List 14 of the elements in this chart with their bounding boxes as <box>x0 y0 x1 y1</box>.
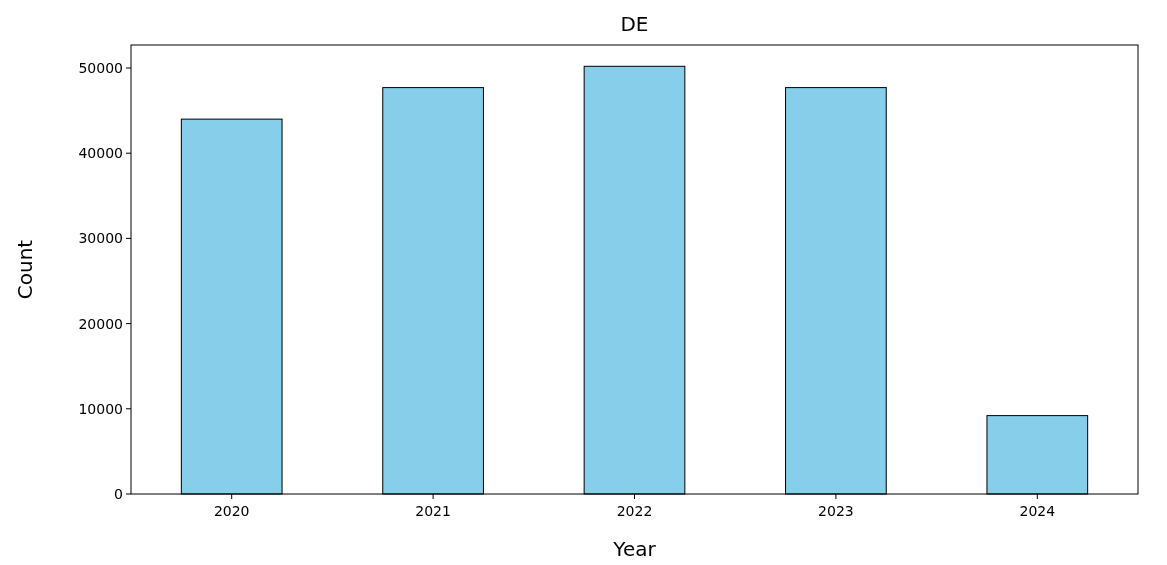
x-tick-label: 2023 <box>818 503 854 519</box>
y-tick-label: 40000 <box>78 145 123 162</box>
y-tick-label: 50000 <box>78 59 123 76</box>
x-tick-label: 2024 <box>1019 503 1056 519</box>
y-tick-label: 0 <box>114 485 123 502</box>
y-tick-label: 10000 <box>78 400 123 417</box>
x-tick-label: 2020 <box>213 503 250 519</box>
x-tick-label: 2022 <box>616 503 653 519</box>
y-tick-label: 30000 <box>78 230 123 247</box>
chart-title: DE <box>620 12 649 36</box>
x-tick-label: 2021 <box>415 503 451 519</box>
y-axis-title: Count <box>13 239 37 300</box>
x-axis-title: Year <box>612 537 657 561</box>
y-tick-label: 20000 <box>78 315 123 332</box>
